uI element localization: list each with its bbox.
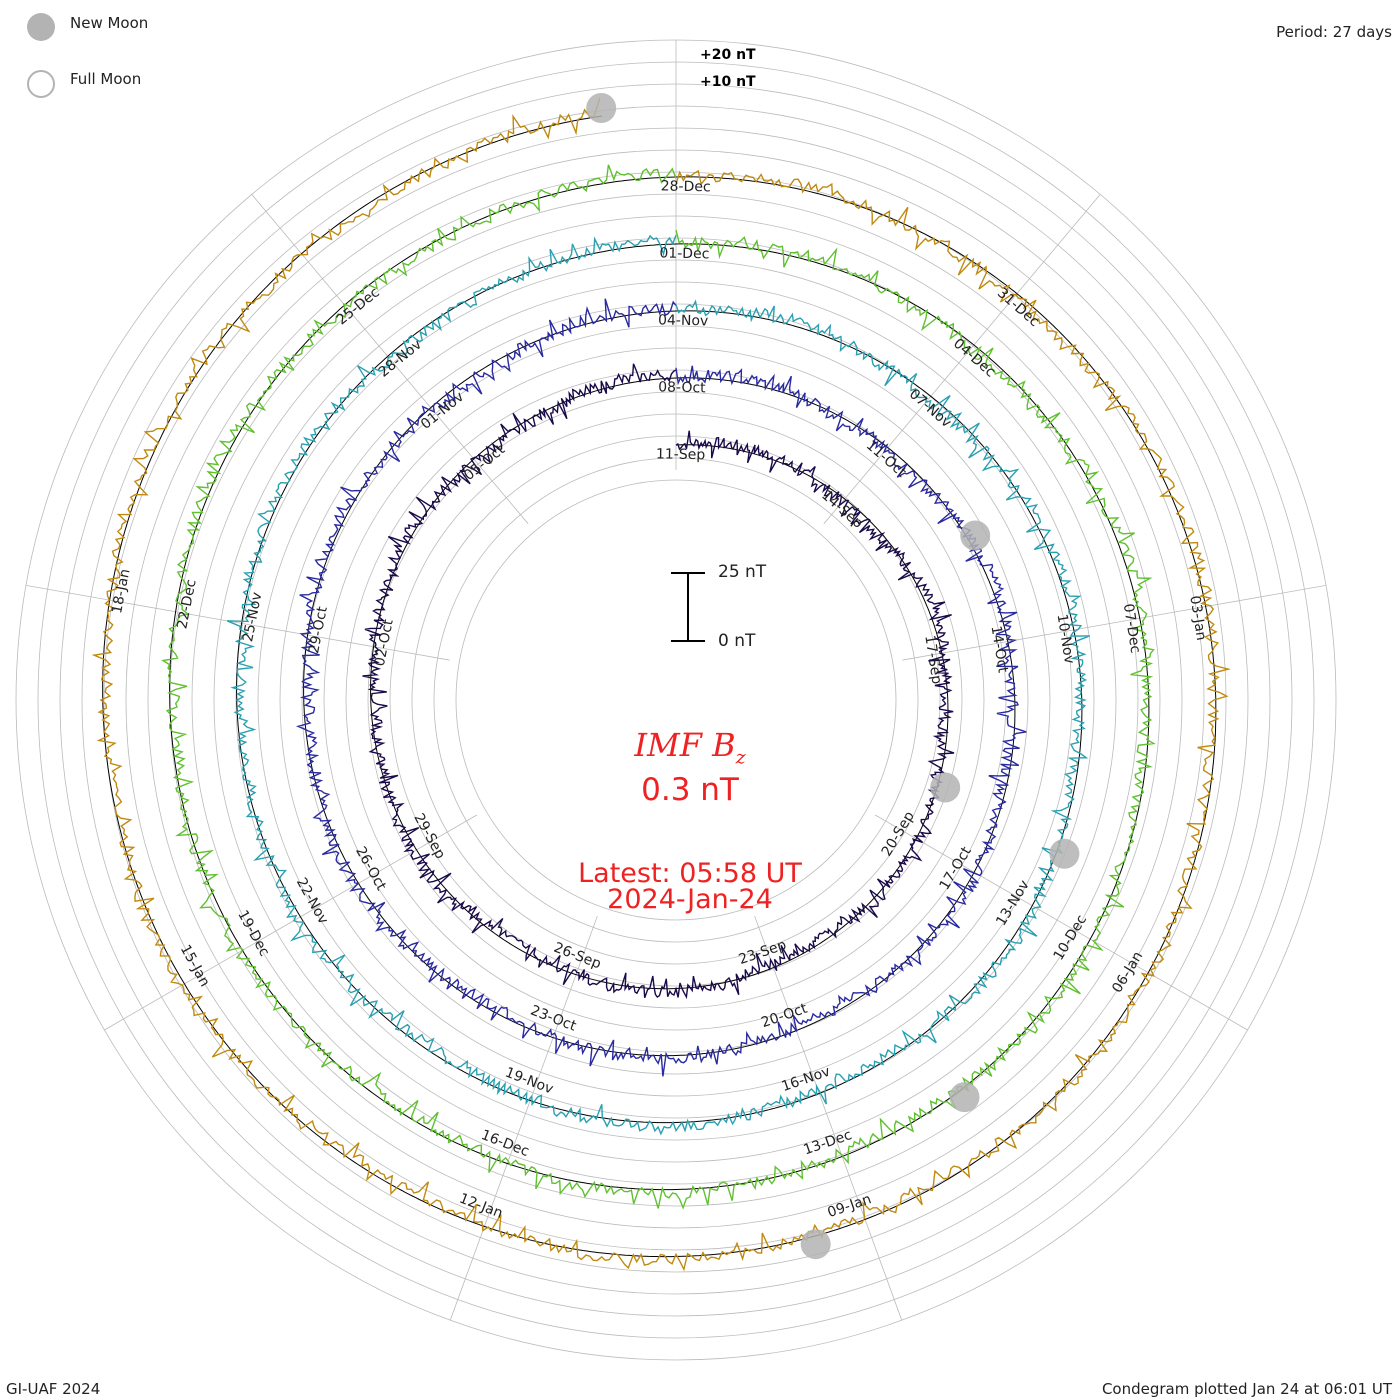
date-label: 07-Nov: [906, 386, 954, 431]
latest-date: 2024-Jan-24: [607, 884, 773, 915]
date-label: 18-Jan: [109, 568, 133, 615]
date-label: 01-Dec: [659, 245, 709, 262]
date-label: 04-Nov: [658, 312, 709, 329]
scale-bar: [671, 572, 705, 642]
moon-marks: [586, 93, 1080, 1260]
scale-top-label: 25 nT: [718, 562, 767, 582]
new-moon-marker: [930, 772, 961, 803]
date-label: 12-Jan: [457, 1191, 505, 1222]
grid-spoke: [874, 814, 1248, 1031]
trace-revolution-4: [161, 164, 1156, 1210]
date-label: 19-Nov: [503, 1065, 556, 1098]
grid-spoke: [104, 814, 478, 1031]
latest-time: Latest: 05:58 UT: [578, 858, 802, 889]
date-label: 17-Sep: [921, 634, 944, 685]
scale-bottom-label: 0 nT: [718, 631, 756, 651]
current-value: 0.3 nT: [641, 772, 739, 808]
new-moon-label: New Moon: [70, 14, 149, 32]
date-labels: 11-Sep14-Sep17-Sep20-Sep23-Sep26-Sep29-S…: [109, 178, 1209, 1221]
baseline-revolution-3: [236, 243, 1083, 1124]
date-label: 15-Jan: [177, 942, 213, 989]
date-label: 29-Oct: [306, 605, 331, 655]
quantity-subscript: z: [735, 746, 746, 769]
grid-spokes: [25, 40, 1327, 1321]
credit-label: GI-UAF 2024: [6, 1380, 101, 1398]
date-label: 07-Dec: [1120, 603, 1144, 655]
date-label: 11-Sep: [656, 446, 706, 463]
date-label: 06-Jan: [1109, 949, 1146, 996]
grid-spoke: [449, 915, 598, 1321]
grid-spoke: [754, 915, 903, 1321]
ring-scale-plus10: +10 nT: [700, 74, 756, 90]
trace-revolution-1: [362, 363, 955, 1000]
date-label: 20-Oct: [759, 1000, 810, 1031]
date-label: 28-Dec: [661, 178, 711, 195]
grid-spoke: [25, 584, 450, 661]
trace-revolution-3: [226, 234, 1091, 1136]
baseline-spiral: [102, 115, 1217, 1258]
new-moon-marker: [800, 1229, 831, 1260]
plotted-label: Condegram plotted Jan 24 at 06:01 UT: [1101, 1380, 1392, 1398]
date-label: 03-Jan: [1186, 594, 1209, 641]
date-label: 08-Oct: [658, 379, 706, 396]
date-label: 09-Jan: [826, 1191, 874, 1221]
date-label: 20-Sep: [879, 809, 918, 860]
full-moon-label: Full Moon: [70, 70, 142, 88]
grid-spoke: [251, 194, 529, 525]
date-label: 14-Oct: [988, 625, 1011, 675]
grid-spoke: [823, 194, 1101, 525]
new-moon-marker: [949, 1082, 980, 1113]
ring-scale-plus20: +20 nT: [700, 47, 756, 63]
date-label: 04-Dec: [950, 336, 998, 381]
grid-ring: [455, 479, 897, 921]
date-label: 25-Nov: [240, 591, 265, 643]
trace-revolution-5: [91, 97, 1231, 1272]
quantity-title: IMF Bz: [0, 726, 1380, 768]
date-label: 22-Dec: [174, 578, 199, 630]
date-label: 01-Nov: [418, 389, 467, 433]
new-moon-marker: [586, 93, 617, 123]
baseline-revolution-4: [169, 176, 1150, 1191]
date-label: 16-Nov: [780, 1064, 833, 1095]
quantity-name: IMF B: [634, 726, 736, 764]
new-moon-swatch: [27, 13, 55, 41]
date-label: 13-Dec: [801, 1127, 853, 1158]
full-moon-swatch: [27, 70, 55, 98]
date-label: 05-Oct: [461, 441, 508, 484]
period-label: Period: 27 days: [1276, 23, 1392, 41]
date-label: 10-Nov: [1054, 613, 1078, 665]
grid-spoke: [902, 584, 1327, 661]
date-label: 28-Nov: [376, 337, 425, 381]
new-moon-marker: [960, 520, 991, 551]
new-moon-marker: [1049, 838, 1080, 869]
grid-ring: [367, 391, 985, 1009]
baseline-revolution-5: [102, 115, 1217, 1258]
